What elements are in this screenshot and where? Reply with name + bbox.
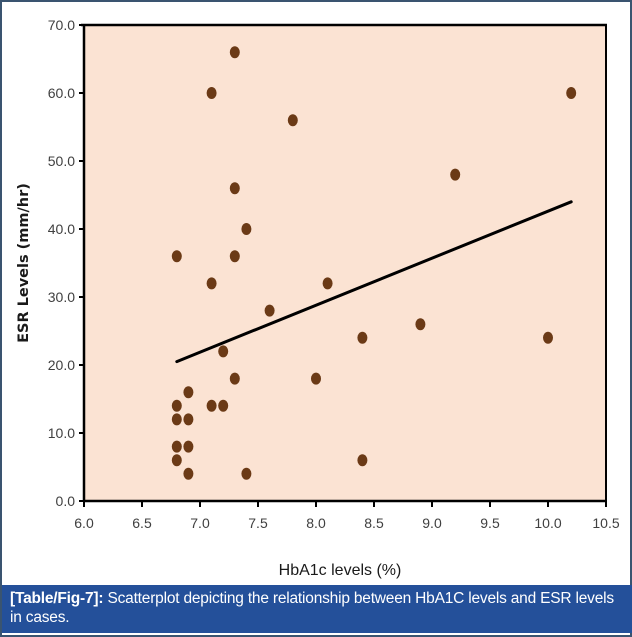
data-point [183,440,194,453]
trendline [175,200,573,364]
data-point [241,223,252,235]
caption-text: Scatterplot depicting the relationship b… [10,590,614,626]
x-tick-label: 7.5 [248,515,268,531]
x-tick-label: 8.5 [364,515,384,531]
x-tick-label: 9.0 [422,515,442,531]
y-tick-label: 70.0 [48,17,75,33]
data-point [357,454,368,467]
y-tick-label: 60.0 [48,85,75,101]
data-point [218,345,229,358]
x-axis-ticks: 6.0 6.5 7.0 7.5 8.0 8.5 9.0 9.5 10.0 10.5 [74,501,620,531]
x-tick-label: 7.0 [190,515,210,531]
x-tick-label: 10.0 [534,515,561,531]
y-tick-label: 0.0 [56,493,76,509]
x-tick-label: 6.0 [74,515,94,531]
data-point [229,182,240,195]
data-point [206,87,217,99]
plot-area [84,25,606,501]
x-axis-title: HbA1c levels (%) [279,562,402,579]
y-tick-label: 40.0 [48,221,75,237]
data-point [311,372,321,385]
data-point [171,440,182,453]
data-point [206,399,217,412]
data-point [566,87,577,99]
data-point [264,304,275,317]
x-tick-label: 9.5 [480,515,500,531]
x-tick-label: 8.0 [306,515,326,531]
data-point [229,250,240,263]
data-point [357,331,368,344]
data-point [171,454,182,467]
data-point [229,372,240,385]
scatter-chart: 0.0 10.0 20.0 30.0 40.0 50.0 60.0 70.0 6.0 6.5 7.… [16,17,620,579]
data-point [229,46,240,59]
data-point [183,386,194,399]
y-tick-label: 30.0 [48,289,75,305]
figure-caption: [Table/Fig-7]: Scatterplot depicting the… [2,585,632,633]
data-points [171,46,577,480]
data-point [218,399,229,412]
x-tick-label: 6.5 [132,515,152,531]
data-point [241,467,252,480]
data-point [171,250,182,263]
y-axis-ticks: 0.0 10.0 20.0 30.0 40.0 50.0 60.0 70.0 [48,17,84,509]
data-point [183,413,194,426]
caption-label: [Table/Fig-7]: [10,590,104,607]
data-point [183,467,194,480]
y-tick-label: 50.0 [48,153,75,169]
x-tick-label: 10.5 [592,515,619,531]
y-axis-title: ESR Levels (mm/hr) [16,183,32,343]
data-point [287,114,298,127]
y-tick-label: 10.0 [48,425,75,441]
data-point [206,277,217,290]
data-point [450,168,461,181]
data-point [171,399,182,412]
y-tick-label: 20.0 [48,357,75,373]
data-point [543,331,553,344]
data-point [322,277,333,290]
data-point [415,318,426,331]
data-point [171,413,182,426]
